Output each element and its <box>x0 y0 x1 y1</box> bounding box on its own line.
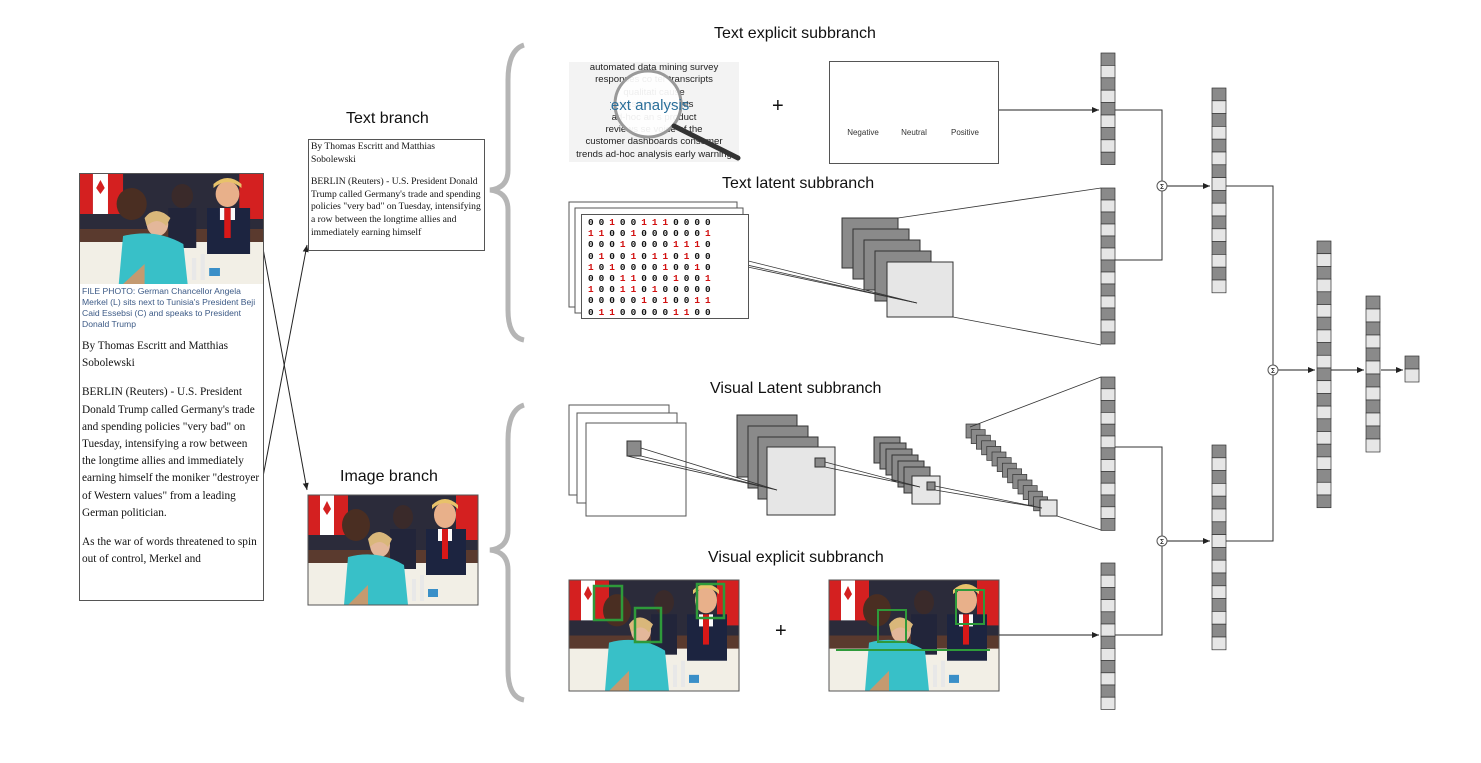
cloud-line: trends ad-hoc analysis early warning <box>576 148 732 160</box>
binary-row: 011000001100 <box>588 306 716 318</box>
image-branch-label: Image branch <box>340 468 438 485</box>
sentiment-box: Negative Neutral Positive <box>829 61 999 164</box>
magnifier-text: text analysis <box>610 97 689 114</box>
sum-node-text: Σ <box>1156 180 1168 192</box>
image-branch-brace <box>489 402 525 703</box>
binary-row: 000001010011 <box>588 295 716 307</box>
svg-text:Σ: Σ <box>1160 538 1164 546</box>
cloud-line: customer dashboards consumer <box>585 136 723 148</box>
visual-latent-conv1 <box>736 414 836 516</box>
sum-node-final: Σ <box>1267 364 1279 376</box>
article-byline: By Thomas Escritt and Matthias Sobolewsk… <box>82 340 229 370</box>
article-paragraph-2: As the war of words threatened to spin o… <box>82 536 257 566</box>
visual-latent-vector <box>1100 376 1116 531</box>
text-fused-vector <box>1211 87 1227 294</box>
text-latent-feature-stack <box>841 217 954 318</box>
image-branch-photo <box>307 494 479 606</box>
binary-row: 000110001001 <box>588 273 716 285</box>
dense-layer-vector <box>1365 295 1381 453</box>
multimodal-vector <box>1316 240 1332 509</box>
news-article: FILE PHOTO: German Chancellor Angela Mer… <box>79 173 264 601</box>
magnifier-icon: text analysis <box>610 70 741 161</box>
binary-row: 101000010010 <box>588 261 716 273</box>
plus-sign-visual: + <box>775 620 787 642</box>
cloud-line: automated data mining survey <box>589 62 719 73</box>
neutral-label: Neutral <box>901 128 927 137</box>
text-branch-snippet: By Thomas Escritt and Matthias Sobolewsk… <box>308 139 485 251</box>
visual-latent-conv2 <box>873 436 941 505</box>
binary-row: 100110100000 <box>588 284 716 296</box>
visual-latent-conv3 <box>965 423 1058 517</box>
visual-explicit-label: Visual explicit subbranch <box>708 549 884 566</box>
text-explicit-vector <box>1100 52 1116 165</box>
binary-row: 001001110000 <box>588 217 716 228</box>
text-latent-label: Text latent subbranch <box>722 175 875 192</box>
negative-label: Negative <box>847 128 879 137</box>
binary-row: 010010110100 <box>588 250 716 262</box>
snippet-byline: By Thomas Escritt and Matthias Sobolewsk… <box>311 141 435 165</box>
snippet-paragraph: BERLIN (Reuters) - U.S. President Donald… <box>311 176 481 238</box>
visual-explicit-vector <box>1100 562 1116 710</box>
visual-fused-vector <box>1211 444 1227 651</box>
visual-latent-label: Visual Latent subbranch <box>710 380 882 397</box>
binary-row: 110010000001 <box>588 228 716 240</box>
svg-text:Σ: Σ <box>1271 367 1275 375</box>
sum-node-visual: Σ <box>1156 535 1168 547</box>
feature-vectors <box>1100 52 1420 710</box>
article-caption: FILE PHOTO: German Chancellor Angela Mer… <box>82 286 256 329</box>
visual-explicit-photo-2 <box>828 579 1000 692</box>
output-vector <box>1404 355 1420 383</box>
visual-latent-input-stack <box>568 404 687 517</box>
svg-text:Σ: Σ <box>1160 183 1164 191</box>
text-explicit-label: Text explicit subbranch <box>714 25 876 42</box>
article-paragraph-1: BERLIN (Reuters) - U.S. President Donald… <box>82 386 260 519</box>
binary-matrix: 001001110000 110010000001 000100001110 0100… <box>581 214 749 319</box>
text-branch-brace <box>489 42 525 343</box>
visual-explicit-photo-1 <box>568 579 740 692</box>
article-photo <box>80 174 263 284</box>
plus-sign-text: + <box>772 95 784 117</box>
text-latent-vector <box>1100 187 1116 345</box>
binary-row: 000100001110 <box>588 239 716 251</box>
text-branch-label: Text branch <box>346 110 429 127</box>
feature-map-final <box>1039 499 1058 517</box>
positive-label: Positive <box>950 128 979 137</box>
